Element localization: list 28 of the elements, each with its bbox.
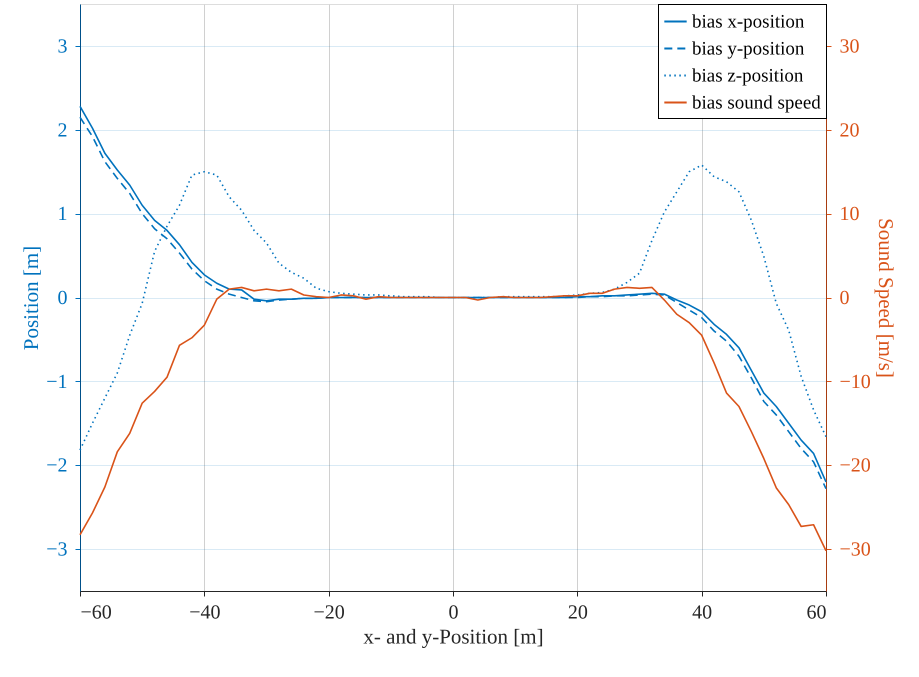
x-tick-label: 40: [692, 602, 712, 624]
legend-label: bias z-position: [692, 66, 804, 86]
y2-tick-label: 0: [840, 287, 850, 309]
legend-label: bias y-position: [692, 38, 805, 60]
x-axis-title: x- and y-Position [m]: [363, 624, 544, 648]
y-tick-label: −2: [46, 454, 68, 477]
y2-tick-label: 10: [840, 203, 860, 226]
y2-axis-title: Sound Speed [m/s]: [874, 218, 898, 378]
x-tick-label: 60: [806, 602, 826, 624]
y-tick-label: 1: [58, 203, 68, 226]
y-tick-label: −1: [46, 370, 68, 393]
legend-label: bias sound speed: [692, 92, 822, 114]
x-tick-label: −60: [80, 602, 112, 624]
x-tick-label: 0: [448, 602, 458, 624]
y2-tick-label: −30: [840, 538, 871, 561]
y-tick-label: −3: [46, 538, 68, 561]
x-tick-label: −20: [314, 602, 345, 624]
y-tick-label: 2: [58, 119, 68, 142]
x-tick-label: −40: [189, 602, 220, 624]
y-axis-title: Position [m]: [19, 246, 44, 350]
y2-tick-label: −20: [840, 454, 871, 477]
y-tick-label: 3: [58, 35, 68, 58]
legend-label: bias x-position: [692, 12, 805, 32]
y2-tick-label: 20: [840, 119, 860, 142]
y-tick-label: 0: [58, 287, 68, 309]
x-tick-label: 20: [568, 602, 588, 624]
y2-tick-label: −10: [840, 370, 871, 393]
y2-tick-label: 30: [840, 35, 860, 58]
